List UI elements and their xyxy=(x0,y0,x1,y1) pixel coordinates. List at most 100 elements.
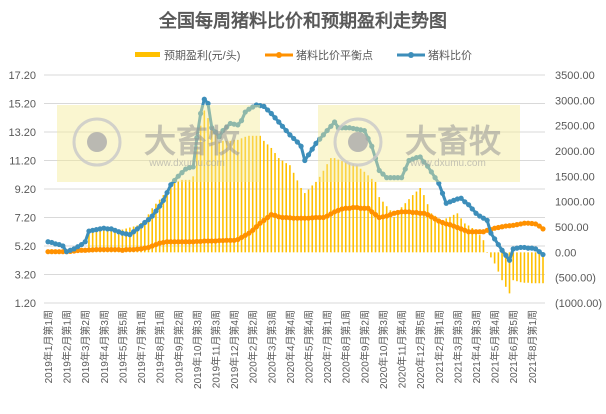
chart-title: 全国每周猪料比价和预期盈利走势图 xyxy=(158,10,447,31)
ratio-point xyxy=(309,146,315,152)
watermark-brand: 大畜牧 xyxy=(405,123,502,159)
profit-bar xyxy=(512,252,515,281)
breakeven-point xyxy=(52,249,59,255)
profit-bar xyxy=(322,170,325,253)
profit-bar xyxy=(426,204,429,253)
ratio-point xyxy=(432,175,438,181)
profit-bar xyxy=(188,179,191,253)
breakeven-point xyxy=(171,239,178,245)
profit-bar xyxy=(203,110,206,253)
left-tick-label: 15.20 xyxy=(8,99,36,111)
x-axis: 2019年1月第1周 2019年2月第1周 2019年3月第2周 2019年4月第3周… xyxy=(42,310,539,389)
ratio-point xyxy=(398,175,405,181)
ratio-point xyxy=(209,125,215,131)
x-tick-label: 2019年8月第1周 xyxy=(154,310,167,383)
ratio-point xyxy=(492,236,498,242)
ratio-point xyxy=(395,175,401,181)
profit-bar xyxy=(285,163,287,253)
ratio-point xyxy=(131,229,137,235)
breakeven-point xyxy=(216,237,222,244)
ratio-point xyxy=(171,177,178,184)
profit-bar xyxy=(132,226,135,253)
profit-bar xyxy=(184,179,187,253)
breakeven-point xyxy=(402,209,408,215)
breakeven-point xyxy=(369,209,375,215)
x-tick-label: 2020年10月第3周 xyxy=(377,310,390,389)
profit-bar xyxy=(508,252,511,294)
profit-bar xyxy=(266,144,269,253)
right-tick-label: (1000.00) xyxy=(555,298,602,310)
ratio-point xyxy=(499,247,505,253)
x-tick-label: 2020年7月第1周 xyxy=(321,310,334,383)
x-tick-label: 2019年9月第2周 xyxy=(172,310,185,383)
breakeven-point xyxy=(112,246,118,253)
x-tick-label: 2020年3月第3周 xyxy=(265,310,278,383)
breakeven-point xyxy=(220,237,226,244)
ratio-point xyxy=(164,189,170,196)
breakeven-point xyxy=(525,220,531,226)
right-axis: 3500.00 3000.00 2500.00 2000.00 1500.00 1000.… xyxy=(555,70,602,310)
breakeven-point xyxy=(358,205,364,211)
profit-bar xyxy=(538,252,541,284)
ratio-point xyxy=(503,252,509,258)
ratio-point xyxy=(495,241,501,248)
ratio-point xyxy=(283,127,289,134)
profit-bar xyxy=(408,199,410,253)
breakeven-point xyxy=(209,238,215,244)
ratio-point xyxy=(261,103,267,109)
profit-bar xyxy=(255,135,258,253)
profit-bar xyxy=(434,215,436,253)
breakeven-point xyxy=(398,209,405,215)
profit-bar xyxy=(456,213,459,253)
profit-bar xyxy=(173,182,176,253)
breakeven-point xyxy=(179,239,185,245)
profit-bar xyxy=(270,147,273,253)
profit-bar xyxy=(400,207,403,253)
profit-bar xyxy=(363,171,366,253)
profit-bar xyxy=(155,203,157,253)
profit-bar xyxy=(333,158,336,253)
profit-bar xyxy=(493,252,496,264)
x-tick-label: 2020年12月第5周 xyxy=(414,310,427,389)
breakeven-point xyxy=(205,238,211,244)
profit-bar xyxy=(166,190,168,253)
profit-bar xyxy=(229,140,232,253)
x-tick-label: 2019年5月第5周 xyxy=(116,310,129,383)
ratio-point xyxy=(212,129,219,135)
x-tick-label: 2019年1月第1周 xyxy=(42,310,55,383)
right-tick-label: 0.00 xyxy=(555,247,576,259)
profit-bar xyxy=(389,210,392,253)
profit-bar xyxy=(304,193,306,253)
ratio-point xyxy=(235,122,241,128)
left-tick-label: 17.20 xyxy=(8,70,36,82)
watermark-logo-icon xyxy=(348,132,368,152)
profit-bar xyxy=(244,136,247,253)
breakeven-point xyxy=(93,246,99,253)
profit-bar xyxy=(95,231,98,253)
ratio-point xyxy=(160,197,166,203)
x-tick-label: 2021年3月第3周 xyxy=(451,310,464,383)
ratio-point xyxy=(157,203,163,209)
breakeven-point xyxy=(56,249,62,255)
breakeven-point xyxy=(410,209,416,216)
ratio-point xyxy=(436,180,442,186)
breakeven-point xyxy=(294,215,300,221)
profit-bar xyxy=(452,214,455,253)
ratio-point xyxy=(302,157,308,164)
ratio-point xyxy=(313,140,319,146)
breakeven-point xyxy=(134,246,140,252)
breakeven-point xyxy=(49,249,55,255)
ratio-point xyxy=(305,152,312,158)
profit-bar xyxy=(192,176,194,253)
profit-bar xyxy=(170,184,172,253)
x-tick-label: 2019年11月第3周 xyxy=(209,310,222,388)
ratio-point xyxy=(380,171,386,177)
ratio-point xyxy=(376,167,382,174)
ratio-point xyxy=(242,109,248,115)
ratio-point xyxy=(60,243,66,249)
ratio-point xyxy=(484,217,490,223)
ratio-point xyxy=(361,127,367,134)
ratio-point xyxy=(525,245,531,251)
profit-bar xyxy=(125,228,127,253)
